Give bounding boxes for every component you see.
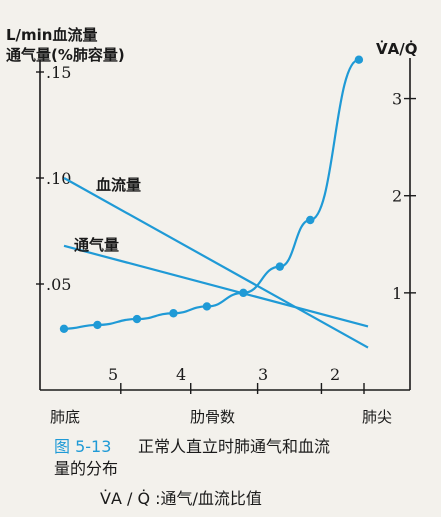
y-tick-label: .15 [46, 63, 71, 82]
va-q-point [239, 288, 248, 298]
va-q-point [275, 262, 285, 271]
va-q-point [132, 314, 142, 324]
caption-title-line1: 正常人直立时肺通气和血流 [138, 437, 330, 456]
y-tick-label: .05 [46, 275, 71, 294]
figure-number: 图 5-13 [54, 437, 111, 456]
series-line-0 [63, 177, 369, 349]
va-q-point [93, 320, 102, 330]
y-ticks-right: 3 2 1 [392, 90, 416, 303]
rib-tick-label: 3 [258, 365, 268, 384]
caption-title-line2: 量的分布 [54, 459, 118, 478]
va-q-point [59, 324, 69, 333]
y-ticks-left: .15 .10 .05 [36, 63, 71, 294]
y-axis-label-line1: L/min血流量 [6, 26, 98, 44]
series-label-1: 通气量 [74, 236, 119, 254]
va-q-point [306, 215, 315, 225]
va-q-point [202, 302, 212, 311]
y2-tick-label: 2 [392, 187, 402, 206]
x-label-rib-number: 肋骨数 [190, 408, 235, 426]
rib-tick-label: 5 [108, 365, 118, 384]
rib-tick-label: 2 [330, 365, 340, 384]
y-axis-label-line2: 通气量(%肺容量) [6, 46, 125, 64]
rib-tick-label: 4 [176, 365, 186, 384]
series-line-2 [63, 58, 360, 330]
x-label-lung-base: 肺底 [50, 408, 80, 426]
caption-legend-line: V̇A / Q̇ :通气/血流比值 [100, 489, 262, 508]
y2-tick-label: 3 [392, 90, 402, 109]
va-q-point [354, 55, 364, 64]
x-label-lung-apex: 肺尖 [362, 408, 392, 426]
va-q-point [169, 309, 178, 318]
series-line-1 [63, 244, 369, 328]
y2-axis-label: V̇A/Q̇ [376, 39, 417, 58]
y-tick-label: .10 [46, 169, 71, 188]
y2-tick-label: 1 [392, 284, 402, 303]
rib-ticks: 5 4 3 2 [108, 365, 365, 394]
series-label-0: 血流量 [96, 176, 141, 194]
